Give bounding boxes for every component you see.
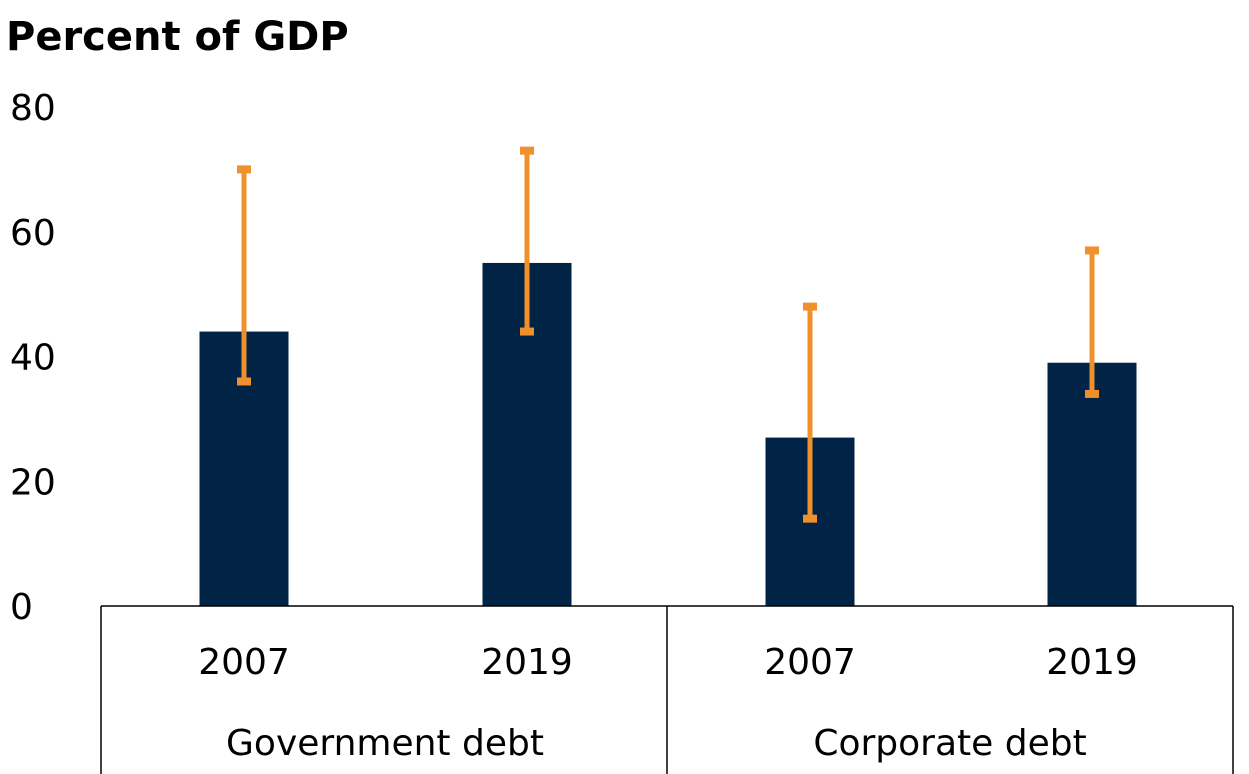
- x-tick-label: 2019: [1046, 642, 1138, 683]
- y-axis-ticks: 0 20 40 60 80: [10, 88, 56, 628]
- error-bar: [803, 302, 817, 523]
- chart-title: Percent of GDP: [6, 14, 349, 60]
- y-tick-label: 40: [10, 338, 56, 379]
- y-tick-label: 20: [10, 462, 56, 503]
- group-label-corporate-debt: Corporate debt: [813, 723, 1086, 764]
- bar-series: [199, 262, 1137, 606]
- x-tick-label: 2007: [764, 642, 856, 683]
- x-tick-label: 2019: [481, 642, 573, 683]
- category-axis: 2007 2019 2007 2019 Government debt Corp…: [100, 605, 1234, 774]
- error-bar: [237, 165, 251, 386]
- y-tick-label: 60: [10, 213, 56, 254]
- error-bar: [1085, 246, 1099, 398]
- y-tick-label: 80: [10, 88, 56, 129]
- y-tick-label: 0: [10, 587, 33, 628]
- bar: [1047, 362, 1137, 606]
- error-bar: [520, 146, 534, 336]
- x-tick-label: 2007: [198, 642, 290, 683]
- group-label-government-debt: Government debt: [226, 723, 544, 764]
- error-bar-series: [237, 146, 1099, 523]
